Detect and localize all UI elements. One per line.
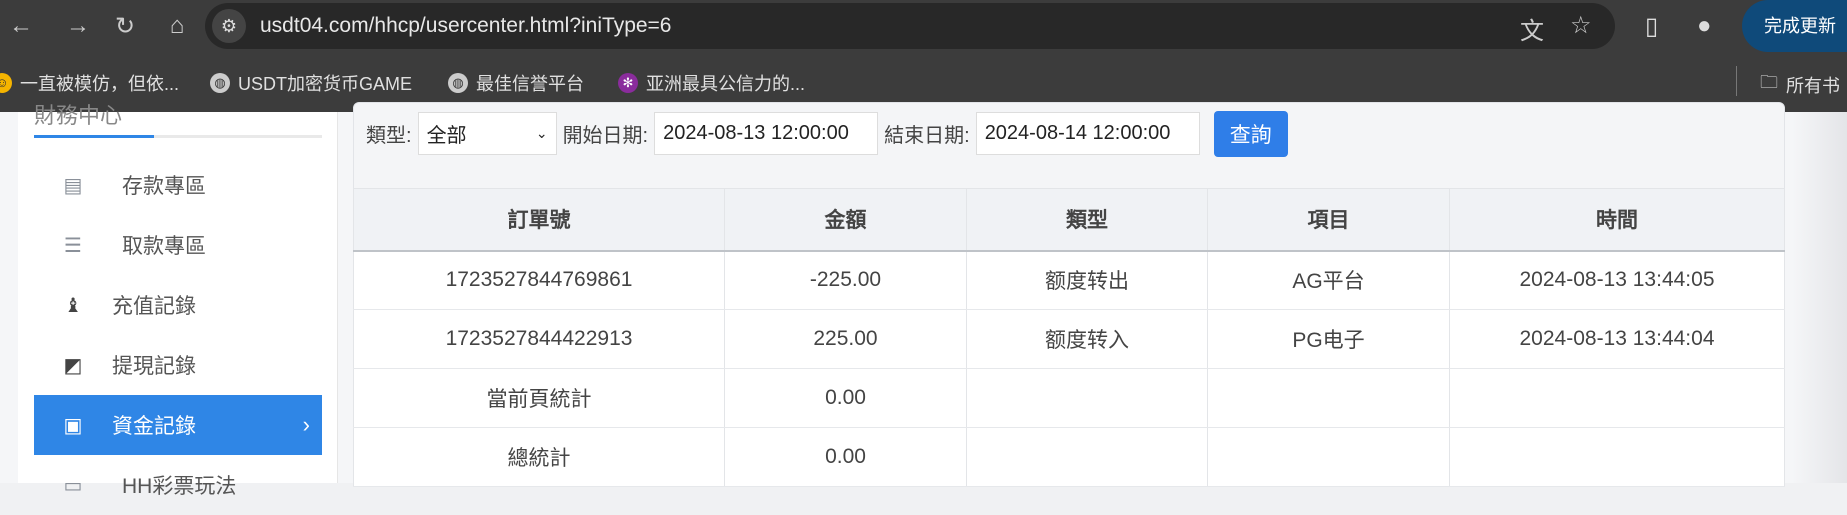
hand-money-icon: ☰ <box>64 234 82 257</box>
sidebar-item-withdraw-records[interactable]: ◩ 提現記錄 <box>34 335 322 395</box>
end-date-label: 結束日期: <box>884 125 970 147</box>
filter-row: 類型: 全部 ⌄ 開始日期: 2024-08-13 12:00:00 結束日期: … <box>366 110 1288 157</box>
table-cell <box>1449 427 1785 487</box>
cash-icon: ▣ <box>63 414 83 437</box>
all-bookmarks-label: 所有书 <box>1786 76 1840 96</box>
back-icon[interactable]: ← <box>9 12 33 39</box>
column-header: 項目 <box>1207 188 1450 252</box>
sidebar-item-withdraw[interactable]: ☰ 取款專區 <box>34 215 322 275</box>
translate-icon[interactable]: 文 <box>1520 18 1544 45</box>
table-cell: 總統計 <box>353 427 725 487</box>
bookmark[interactable]: ☺ 一直被模仿，但依... <box>0 70 179 96</box>
reload-icon[interactable]: ↻ <box>114 12 136 40</box>
wallet-icon: ◩ <box>63 354 83 377</box>
end-date-input[interactable]: 2024-08-14 12:00:00 <box>975 112 1200 155</box>
column-header: 金額 <box>724 188 967 252</box>
table-row: 1723527844769861 -225.00 额度转出 AG平台 2024-08-1… <box>353 250 1785 310</box>
sidebar-item-label: 充值記錄 <box>112 295 196 318</box>
table-cell: 1723527844769861 <box>353 250 725 310</box>
chevron-right-icon: › <box>302 412 310 437</box>
table-cell <box>1207 368 1450 428</box>
folder-icon: 🗀 <box>1760 72 1778 92</box>
globe-icon: ◍ <box>448 73 468 93</box>
table-cell <box>1207 427 1450 487</box>
sidebar-underline <box>34 135 322 138</box>
sidebar-item-label: HH彩票玩法 <box>122 475 237 498</box>
globe-icon: ◍ <box>210 73 230 93</box>
table-cell: 1723527844422913 <box>353 309 725 369</box>
bookmark[interactable]: ◍ 最佳信誉平台 <box>448 70 584 96</box>
address-bar[interactable]: ⚙ usdt04.com/hhcp/usercenter.html?iniTyp… <box>205 3 1615 49</box>
browser-toolbar: ← → ↻ ⌂ ⚙ usdt04.com/hhcp/usercenter.htm… <box>0 0 1847 52</box>
sidebar-item-label: 取款專區 <box>122 235 206 258</box>
column-header: 類型 <box>966 188 1208 252</box>
table-cell: -225.00 <box>724 250 967 310</box>
page-content: 財務中心 ▤ 存款專區 ☰ 取款專區 ♝ 充值記錄 ◩ 提現記錄 ▣ 資金記錄 › ▭ HH彩… <box>0 102 1847 498</box>
table-row: 總統計 0.00 <box>353 427 1785 487</box>
chevron-down-icon: ⌄ <box>535 125 548 141</box>
all-bookmarks[interactable]: 🗀 所有书 <box>1760 70 1840 100</box>
sidebar-item-recharge-records[interactable]: ♝ 充值記錄 <box>34 275 322 335</box>
table-cell: PG电子 <box>1207 309 1450 369</box>
bookmark-label: 亚洲最具公信力的... <box>646 74 806 94</box>
table-cell: AG平台 <box>1207 250 1450 310</box>
type-label: 類型: <box>366 125 412 147</box>
card-icon: ▤ <box>63 174 83 197</box>
table-cell: 2024-08-13 13:44:05 <box>1449 250 1785 310</box>
sidebar-item-fund-records[interactable]: ▣ 資金記錄 › <box>34 395 322 455</box>
bookmark-label: USDT加密货币GAME <box>238 74 413 94</box>
sidebar-title: 財務中心 <box>34 103 123 128</box>
bookmark[interactable]: ◍ USDT加密货币GAME <box>210 70 412 96</box>
star-icon[interactable]: ☆ <box>1570 12 1592 39</box>
table-cell <box>1449 368 1785 428</box>
column-header: 訂單號 <box>353 188 725 252</box>
table-cell: 0.00 <box>724 427 967 487</box>
table-cell: 當前頁統計 <box>353 368 725 428</box>
table-cell <box>966 427 1208 487</box>
sidebar: 財務中心 ▤ 存款專區 ☰ 取款專區 ♝ 充值記錄 ◩ 提現記錄 ▣ 資金記錄 › ▭ HH彩… <box>18 103 338 498</box>
divider <box>1736 66 1737 96</box>
forward-icon[interactable]: → <box>66 12 90 39</box>
sidebar-item-label: 資金記錄 <box>112 415 196 438</box>
profile-icon[interactable]: ● <box>1697 12 1712 39</box>
type-value: 全部 <box>426 125 467 147</box>
page-edge <box>1792 112 1847 483</box>
table-row: 1723527844422913 225.00 额度转入 PG电子 2024-08-13… <box>353 309 1785 369</box>
sidepanel-icon[interactable]: ▯ <box>1645 13 1659 40</box>
url-text[interactable]: usdt04.com/hhcp/usercenter.html?iniType=… <box>260 14 672 37</box>
sidebar-item-lottery[interactable]: ▭ HH彩票玩法 <box>34 455 322 515</box>
table-cell: 额度转入 <box>966 309 1208 369</box>
sidebar-item-label: 提現記錄 <box>112 355 196 378</box>
type-select[interactable]: 全部 ⌄ <box>417 112 557 155</box>
sidebar-item-label: 存款專區 <box>122 175 206 198</box>
bookmark-label: 最佳信誉平台 <box>476 74 584 94</box>
start-date-label: 開始日期: <box>562 125 649 147</box>
start-date-input[interactable]: 2024-08-13 12:00:00 <box>654 112 879 155</box>
ticket-icon: ▭ <box>63 474 83 497</box>
table-cell: 2024-08-13 13:44:04 <box>1449 309 1785 369</box>
home-icon[interactable]: ⌂ <box>169 12 185 39</box>
table-row: 當前頁統計 0.00 <box>353 368 1785 428</box>
sidebar-item-deposit[interactable]: ▤ 存款專區 <box>34 155 322 215</box>
table-cell <box>966 368 1208 428</box>
site-settings-icon[interactable]: ⚙ <box>212 9 246 43</box>
query-button[interactable]: 查詢 <box>1213 110 1288 157</box>
table-cell: 额度转出 <box>966 250 1208 310</box>
table-cell: 225.00 <box>724 309 967 369</box>
bookmark-label: 一直被模仿，但依... <box>20 74 180 94</box>
atom-icon: ✻ <box>618 73 638 93</box>
column-header: 時間 <box>1449 188 1785 252</box>
update-button[interactable]: 完成更新 <box>1742 0 1847 52</box>
money-bag-icon: ♝ <box>64 294 82 317</box>
fund-records-table: 訂單號 金額 類型 項目 時間 1723527844769861 -225.00 额… <box>353 188 1785 487</box>
table-cell: 0.00 <box>724 368 967 428</box>
bookmark[interactable]: ✻ 亚洲最具公信力的... <box>618 70 805 96</box>
